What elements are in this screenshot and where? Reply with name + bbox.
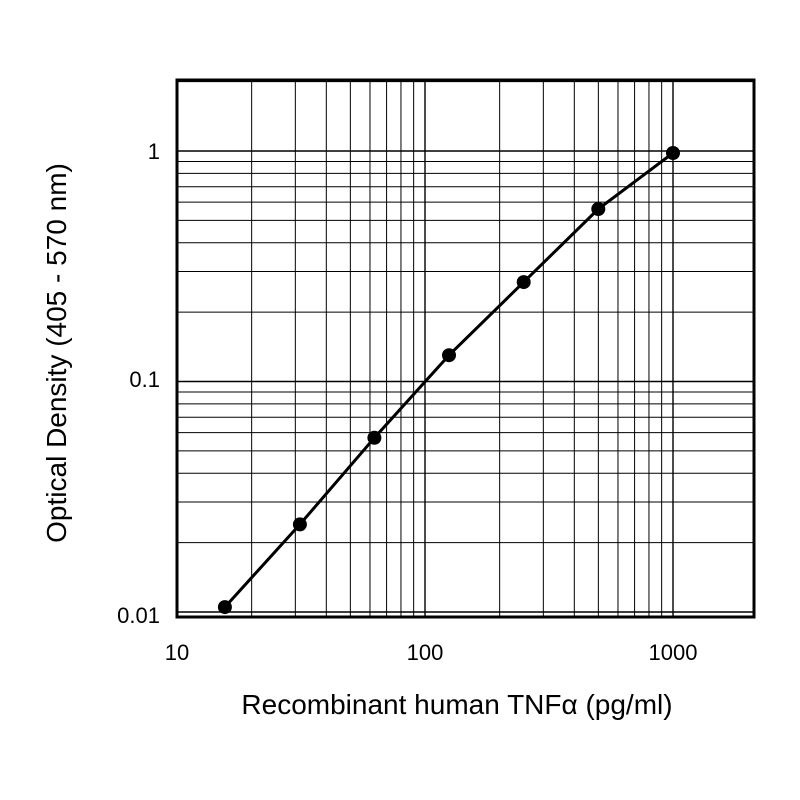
data-point: [442, 348, 456, 363]
marker-layer: [217, 146, 680, 615]
y-tick-label-0.01: 0.01: [117, 603, 160, 628]
data-point: [516, 275, 531, 290]
y-axis-label: Optical Density (405 - 570 nm): [41, 163, 72, 543]
grid: [177, 80, 754, 617]
y-tick-label-1: 1: [148, 139, 160, 164]
x-axis-label: Recombinant human TNFα (pg/ml): [241, 689, 672, 720]
data-point: [217, 600, 232, 615]
line-layer: [223, 151, 674, 609]
plot-frame: [175, 78, 756, 619]
x-tick-label-1000: 1000: [649, 640, 698, 665]
data-point: [666, 146, 680, 160]
x-tick-label-10: 10: [165, 640, 189, 665]
x-tick-label-100: 100: [407, 640, 444, 665]
y-tick-label-0.1: 0.1: [129, 367, 160, 392]
data-point: [367, 430, 382, 445]
series-line: [223, 151, 674, 609]
data-point: [292, 517, 307, 532]
data-point: [591, 202, 606, 216]
